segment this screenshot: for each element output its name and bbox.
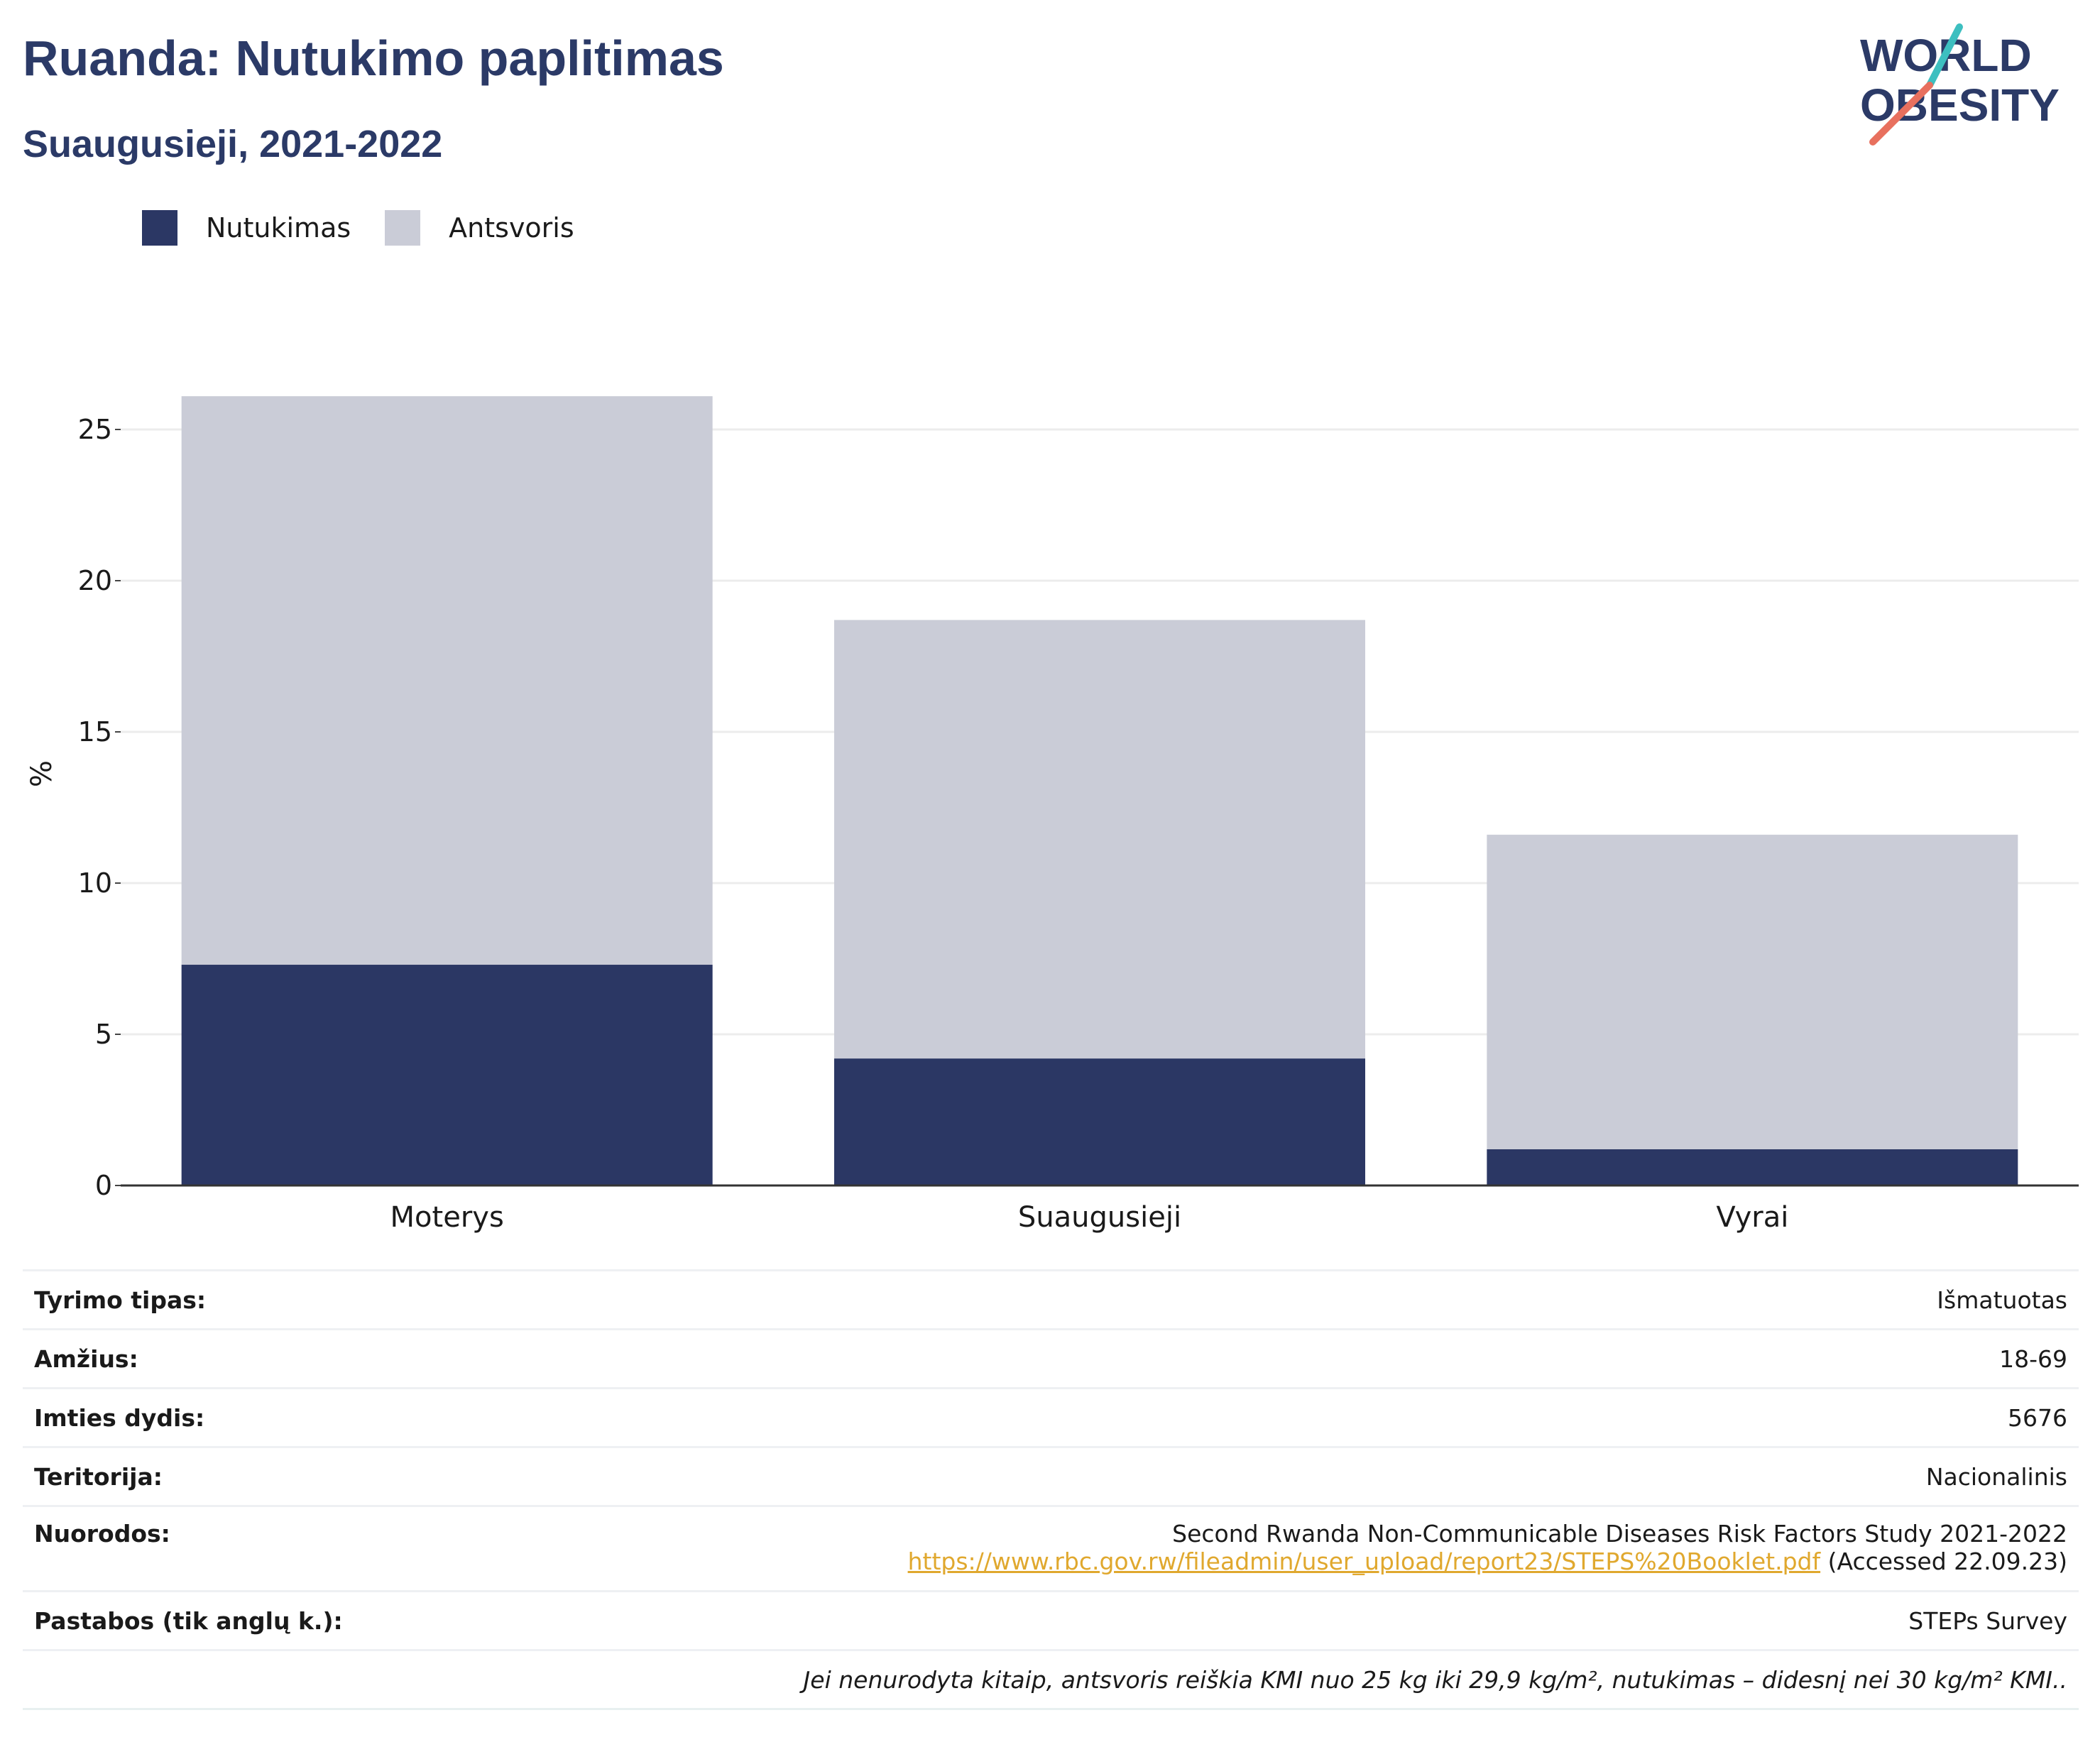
- y-tick-label: 15: [78, 716, 112, 747]
- meta-label: Teritorija:: [34, 1462, 163, 1491]
- bar-obesity: [834, 1058, 1365, 1185]
- meta-row-references: Nuorodos: Second Rwanda Non-Communicable…: [23, 1505, 2079, 1590]
- meta-label: Nuorodos:: [34, 1520, 170, 1548]
- x-tick-label: Moterys: [390, 1201, 504, 1234]
- legend-label-overweight: Antsvoris: [449, 212, 574, 243]
- y-tick-label: 5: [95, 1019, 112, 1050]
- logo-slash-coral: [1869, 82, 1933, 146]
- legend-item-obesity[interactable]: Nutukimas: [142, 210, 351, 246]
- y-tick-label: 0: [95, 1170, 112, 1201]
- legend-swatch-obesity: [142, 210, 177, 246]
- meta-row-notes: Pastabos (tik anglų k.): STEPs Survey: [23, 1590, 2079, 1649]
- meta-label: Tyrimo tipas:: [34, 1286, 207, 1314]
- bar-overweight: [181, 396, 713, 965]
- y-tick-label: 25: [78, 414, 112, 445]
- x-tick-label: Vyrai: [1716, 1201, 1788, 1234]
- bar-obesity: [181, 965, 713, 1185]
- meta-value: STEPs Survey: [1908, 1606, 2067, 1635]
- meta-label: Amžius:: [34, 1345, 138, 1373]
- references-value: Second Rwanda Non-Communicable Diseases …: [908, 1520, 2067, 1575]
- y-tick-label: 10: [78, 867, 112, 899]
- bar-overweight: [834, 620, 1365, 1059]
- meta-value: 5676: [2008, 1403, 2067, 1432]
- chart-legend: Nutukimas Antsvoris: [142, 210, 608, 246]
- meta-value: Nacionalinis: [1925, 1462, 2067, 1491]
- metadata-table: Tyrimo tipas: Išmatuotas Amžius: 18-69 I…: [23, 1269, 2079, 1710]
- chart-subtitle: Suaugusieji, 2021-2022: [23, 123, 443, 165]
- stacked-bar-chart: 0 5 10 15 20 25% Moterys Suaugusieji Vyrai: [26, 396, 2079, 1234]
- references-accessed: (Accessed 22.09.23): [1820, 1548, 2067, 1575]
- y-tick-label: 20: [78, 565, 112, 596]
- meta-label: Pastabos (tik anglų k.):: [34, 1606, 343, 1635]
- chart-title: Ruanda: Nutukimo paplitimas: [23, 31, 724, 86]
- meta-row-survey-type: Tyrimo tipas: Išmatuotas: [23, 1269, 2079, 1328]
- bar-obesity: [1487, 1149, 2018, 1185]
- logo-slash-teal: [1926, 23, 1963, 89]
- y-axis-label: %: [26, 760, 58, 787]
- x-tick-label: Suaugusieji: [1018, 1201, 1181, 1234]
- meta-value: 18-69: [1999, 1345, 2067, 1373]
- references-title: Second Rwanda Non-Communicable Diseases …: [1172, 1520, 2067, 1548]
- footnote: Jei nenurodyta kitaip, antsvoris reiškia…: [23, 1649, 2079, 1710]
- legend-item-overweight[interactable]: Antsvoris: [385, 210, 574, 246]
- world-obesity-logo: WORLD OBESITY: [1860, 23, 2060, 146]
- legend-label-obesity: Nutukimas: [206, 212, 351, 243]
- meta-label: Imties dydis:: [34, 1403, 205, 1432]
- references-link[interactable]: https://www.rbc.gov.rw/fileadmin/user_up…: [907, 1548, 1821, 1575]
- meta-row-sample-size: Imties dydis: 5676: [23, 1387, 2079, 1446]
- meta-row-territory: Teritorija: Nacionalinis: [23, 1446, 2079, 1505]
- meta-row-age: Amžius: 18-69: [23, 1328, 2079, 1387]
- legend-swatch-overweight: [385, 210, 421, 246]
- bar-overweight: [1487, 834, 2018, 1149]
- meta-value: Išmatuotas: [1937, 1286, 2067, 1314]
